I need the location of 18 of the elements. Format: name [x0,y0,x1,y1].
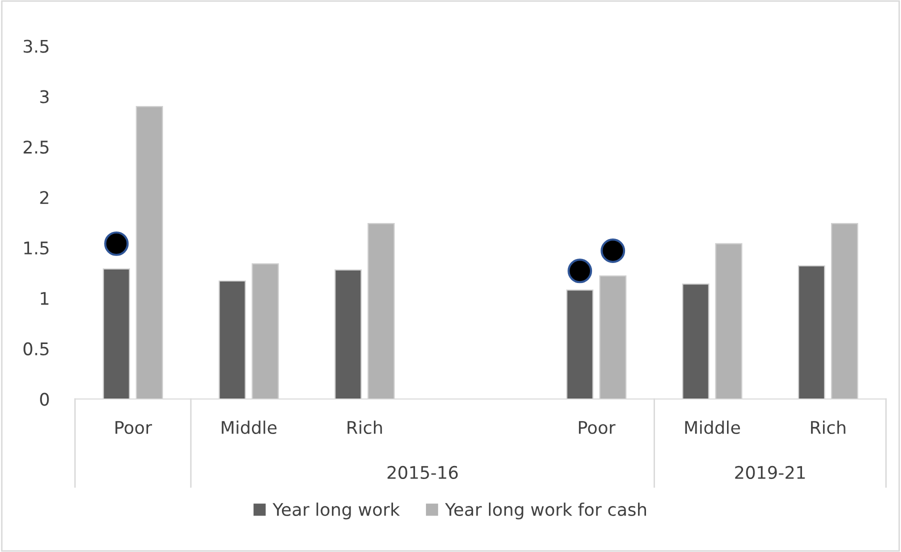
legend-label: Year long work for cash [445,502,646,520]
x-tick-label: Middle [685,420,740,434]
y-tick-label: 2.5 [24,140,48,154]
y-tick-label: 0.5 [24,342,48,356]
x-tick-label: Middle [222,420,277,434]
y-tick-label: 3.5 [24,40,48,53]
text: 2015-16 [388,466,458,480]
x-tick-label: Rich [348,420,382,434]
y-tick-label: 0 [40,392,49,406]
y-tick-label: 1 [40,292,48,305]
x-tick-label: Poor [116,421,152,434]
x-tick-label: Rich [811,420,846,434]
y-tick-label: 2 [40,190,48,204]
y-tick-label: 3 [40,90,49,104]
y-tick-label: 1.5 [24,242,48,255]
text: 2019-21 [735,466,805,480]
x-tick-label: Poor [578,421,616,434]
legend-label: Year long work [272,502,400,520]
